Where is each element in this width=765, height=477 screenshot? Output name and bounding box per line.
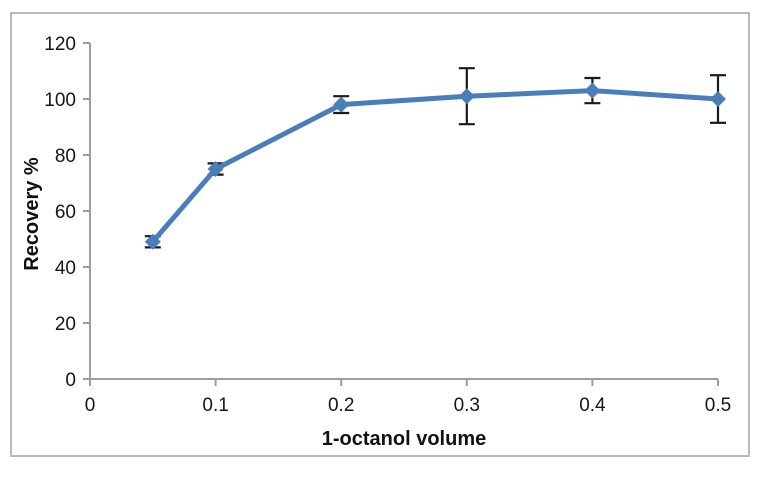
x-tick-label: 0.2 [328, 395, 354, 416]
data-point-marker [710, 91, 726, 107]
chart-frame [10, 12, 750, 457]
y-tick-label: 60 [55, 202, 76, 223]
x-tick-label: 0.1 [202, 395, 228, 416]
y-tick-label: 20 [55, 314, 76, 335]
series-line [150, 88, 721, 245]
y-axis-title: Recovery % [21, 157, 43, 271]
y-tick-label: 80 [55, 146, 76, 167]
data-point-marker [207, 161, 224, 177]
y-tick-label: 40 [55, 258, 76, 279]
data-point-marker [333, 96, 350, 113]
y-tick-label: 100 [44, 90, 76, 111]
x-tick-label: 0.4 [579, 395, 606, 416]
y-tick-label: 120 [44, 34, 76, 55]
data-point-marker [144, 233, 161, 250]
data-point-marker [584, 82, 601, 99]
x-tick-label: 0.3 [454, 395, 480, 416]
y-tick-label: 0 [65, 370, 76, 391]
x-tick-label: 0.5 [705, 395, 731, 416]
data-point-marker [458, 88, 475, 105]
x-tick-label: 0 [85, 395, 96, 416]
x-axis-title: 1-octanol volume [321, 428, 487, 450]
